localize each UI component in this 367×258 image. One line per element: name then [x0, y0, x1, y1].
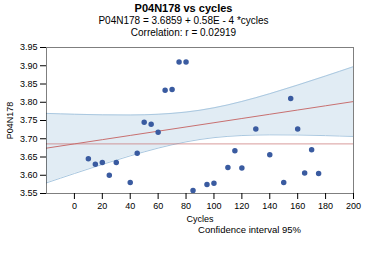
svg-text:3.85: 3.85: [20, 79, 38, 89]
svg-text:0: 0: [72, 201, 77, 211]
svg-text:3.80: 3.80: [20, 97, 38, 107]
svg-text:Cycles: Cycles: [186, 214, 214, 224]
html-text:P04N178 vs cycles: P04N178 vs cycles: [134, 2, 233, 14]
svg-text:100: 100: [206, 201, 221, 211]
svg-text:60: 60: [153, 201, 163, 211]
html-text:Confidence interval 95%: Confidence interval 95%: [198, 224, 301, 236]
svg-text:3.55: 3.55: [20, 189, 38, 199]
html-text:Correlation: r = 0.02919: Correlation: r = 0.02919: [130, 27, 237, 39]
svg-text:3.75: 3.75: [20, 116, 38, 126]
svg-text:200: 200: [346, 201, 361, 211]
svg-text:40: 40: [125, 201, 135, 211]
svg-text:3.65: 3.65: [20, 152, 38, 162]
svg-text:160: 160: [290, 201, 305, 211]
svg-text:80: 80: [181, 201, 191, 211]
svg-text:20: 20: [97, 201, 107, 211]
svg-text:P04N178: P04N178: [5, 102, 15, 140]
html-text:P04N178 = 3.6859 + 0.58E - 4 *: P04N178 = 3.6859 + 0.58E - 4 *cycles: [98, 15, 269, 27]
svg-text:3.60: 3.60: [20, 170, 38, 180]
svg-text:120: 120: [234, 201, 249, 211]
svg-text:140: 140: [262, 201, 277, 211]
svg-text:3.90: 3.90: [20, 61, 38, 71]
svg-text:3.70: 3.70: [20, 134, 38, 144]
svg-text:180: 180: [318, 201, 333, 211]
svg-text:3.95: 3.95: [20, 43, 38, 53]
